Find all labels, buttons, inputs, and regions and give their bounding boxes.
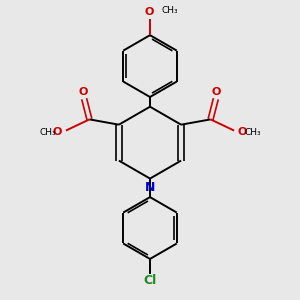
Text: Cl: Cl <box>143 274 157 286</box>
Text: O: O <box>238 127 247 137</box>
Text: O: O <box>212 87 221 97</box>
Text: O: O <box>145 8 154 17</box>
Text: CH₃: CH₃ <box>244 128 261 136</box>
Text: N: N <box>145 181 155 194</box>
Text: CH₃: CH₃ <box>161 6 178 15</box>
Text: O: O <box>53 127 62 137</box>
Text: CH₃: CH₃ <box>39 128 56 136</box>
Text: O: O <box>79 87 88 97</box>
